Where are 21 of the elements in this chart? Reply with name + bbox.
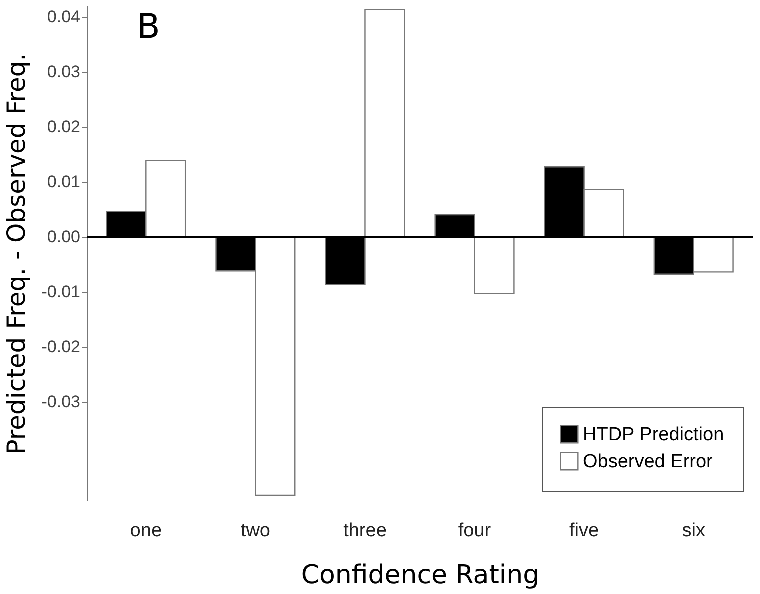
x-tick-label: one xyxy=(130,520,162,542)
bar xyxy=(474,236,515,294)
y-tick-label: 0.04 xyxy=(47,8,80,26)
y-axis-title: Predicted Freq. - Observed Freq. xyxy=(2,53,31,455)
y-tick-label: -0.02 xyxy=(42,338,80,356)
legend-label: Observed Error xyxy=(583,452,714,472)
y-tick-label: 0.02 xyxy=(47,118,80,136)
bar xyxy=(364,9,406,238)
legend-label: HTDP Prediction xyxy=(583,424,724,446)
y-tick-label: 0.01 xyxy=(47,172,80,192)
x-tick-label: six xyxy=(682,520,706,542)
y-tick-label: -0.03 xyxy=(42,392,80,412)
x-tick-label: two xyxy=(240,520,270,542)
x-axis-title: Confidence Rating xyxy=(301,560,540,590)
annotation: B xyxy=(137,7,160,47)
x-tick-label: three xyxy=(344,520,387,542)
x-tick-label: five xyxy=(570,520,600,542)
x-tick-label: four xyxy=(458,520,492,542)
y-tick-label: -0.01 xyxy=(42,282,80,302)
y-tick-label: 0.00 xyxy=(47,228,80,246)
y-tick-label: 0.03 xyxy=(47,62,80,82)
